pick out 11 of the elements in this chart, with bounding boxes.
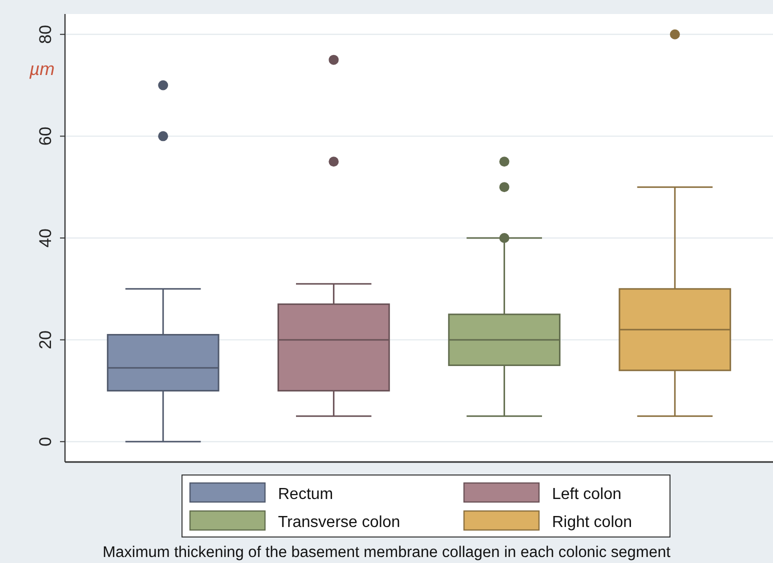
legend-label: Rectum <box>278 486 334 503</box>
y-axis-title: µm <box>28 59 55 80</box>
y-tick-label: 0 <box>36 436 55 446</box>
legend-label: Transverse colon <box>278 514 400 531</box>
y-tick-label: 60 <box>36 126 55 146</box>
y-tick-label: 80 <box>36 24 55 44</box>
y-tick-label: 40 <box>36 228 55 248</box>
legend-label: Right colon <box>552 514 632 531</box>
legend-label: Left colon <box>552 486 622 503</box>
y-tick-label: 20 <box>36 330 55 350</box>
text: Maximum thickening of the basement membrane collagen in each colonic segment <box>102 544 672 561</box>
